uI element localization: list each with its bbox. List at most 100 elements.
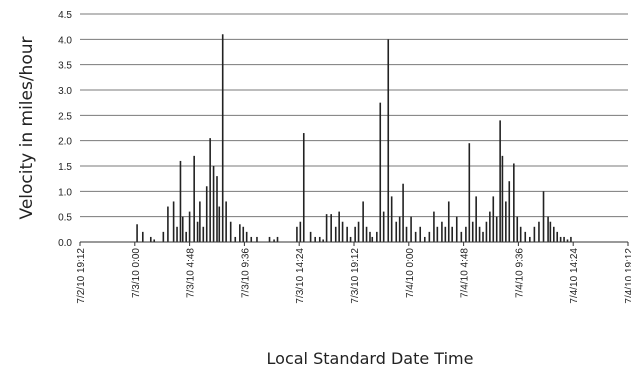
velocity-bar [334,226,337,242]
velocity-bar [322,239,324,242]
velocity-bar [533,226,536,242]
velocity-bar [566,239,569,242]
velocity-bar [524,231,527,242]
velocity-bar [250,236,253,242]
velocity-bar [362,201,364,242]
velocity-bar [369,231,371,242]
x-tick-label: 7/3/10 9:36 [240,248,251,298]
y-tick-label: 3.0 [58,86,72,97]
velocity-bar [314,236,316,242]
velocity-bar [379,102,382,243]
velocity-bar [552,226,555,242]
velocity-bar [216,176,218,242]
y-axis-title: Velocity in miles/hour [17,36,37,219]
velocity-bar [268,236,271,242]
y-tick-label: 3.5 [58,61,72,72]
velocity-bar [485,221,488,242]
velocity-bar [455,216,458,242]
velocity-bar [239,224,241,242]
x-tick-label: 7/4/10 19:12 [624,248,631,304]
velocity-bar [478,226,481,242]
y-tick-label: 1.0 [58,187,72,198]
velocity-bar [390,196,393,242]
velocity-bar [176,226,178,242]
velocity-bar [428,231,431,242]
y-tick-label: 2.0 [58,137,72,148]
velocity-bar [419,226,422,242]
velocity-bar [516,216,519,242]
velocity-bar [465,226,467,242]
velocity-bar [444,226,447,242]
velocity-bar [196,221,199,242]
velocity-bar [338,211,340,242]
velocity-bar [193,155,195,242]
velocity-bar [179,160,182,242]
velocity-bar [538,221,540,242]
y-tick-labels: 0.0 0.5 1.0 1.5 2.0 2.5 3.0 3.5 4.0 4.5 [58,10,72,249]
velocity-bar [436,226,439,242]
gridlines [80,13,628,218]
velocity-bar [318,236,321,242]
y-tick-label: 0.0 [58,238,72,249]
velocity-bars [136,34,572,243]
velocity-bar [225,201,227,242]
velocity-bar [382,211,385,242]
velocity-bar [276,236,279,242]
velocity-bar [136,224,138,242]
velocity-bar [212,166,215,242]
velocity-bar [433,211,435,242]
velocity-bar [563,236,565,242]
x-tick-label: 7/3/10 4:48 [186,248,197,298]
velocity-bar [245,231,248,242]
velocity-bar [410,216,412,242]
velocity-bar [402,183,404,242]
velocity-bar [309,231,312,242]
velocity-bar [185,231,187,242]
velocity-bar [559,236,562,242]
y-tick-label: 1.5 [58,162,72,173]
velocity-bar [398,216,401,242]
velocity-bar [341,221,344,242]
velocity-bar [376,231,378,242]
velocity-bar [447,201,450,242]
x-tick-label: 7/3/10 0:00 [131,248,142,298]
velocity-bar [556,231,559,242]
velocity-bar [330,214,332,242]
velocity-bar [172,201,175,242]
velocity-bar [242,226,245,242]
velocity-bar [354,226,356,242]
velocity-bar [542,191,545,242]
velocity-bar [371,236,374,242]
velocity-bar [495,216,498,242]
velocity-bar [273,239,275,242]
velocity-bar [346,226,348,242]
velocity-bar [167,206,169,242]
velocity-bar [205,186,208,242]
x-tick-label: 7/4/10 4:48 [460,248,471,298]
velocity-bar [302,133,305,242]
velocity-bar [153,239,156,242]
velocity-bar [475,196,477,242]
velocity-bar [325,214,328,242]
velocity-bar [299,221,302,242]
velocity-bar [505,201,507,242]
velocity-bar [482,231,484,242]
velocity-bar [395,221,398,242]
velocity-bar [489,211,491,242]
velocity-bar [570,236,572,242]
velocity-bar [499,120,501,242]
velocity-bar [149,236,152,242]
velocity-bar [492,196,495,242]
velocity-bar [365,226,368,242]
velocity-bar [209,138,211,242]
velocity-bar [387,39,390,243]
velocity-bar [471,221,474,242]
velocity-bar [141,231,144,242]
velocity-bar [349,236,352,242]
velocity-bar [529,236,531,242]
y-tick-label: 4.5 [58,10,72,21]
velocity-bar [423,236,426,242]
velocity-bar [181,216,184,242]
velocity-bar [468,143,471,242]
velocity-bar [501,155,504,242]
